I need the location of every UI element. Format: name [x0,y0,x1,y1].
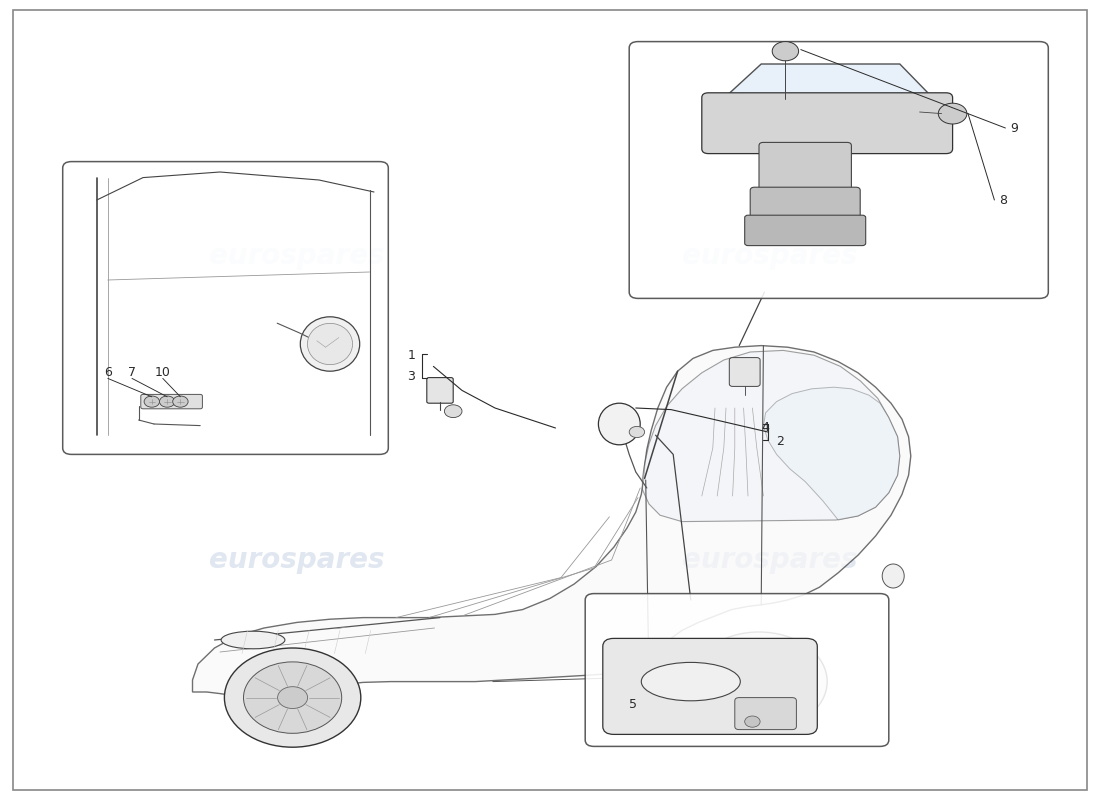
Circle shape [629,426,645,438]
Circle shape [745,716,760,727]
Text: 6: 6 [103,366,112,378]
Text: 8: 8 [999,194,1007,206]
Circle shape [160,396,175,407]
Polygon shape [763,387,900,520]
Ellipse shape [882,564,904,588]
FancyBboxPatch shape [427,378,453,403]
FancyBboxPatch shape [141,394,202,409]
Circle shape [444,405,462,418]
Circle shape [772,42,799,61]
FancyBboxPatch shape [63,162,388,454]
Text: 5: 5 [629,698,637,710]
Ellipse shape [641,662,740,701]
Text: 3: 3 [407,370,416,382]
Polygon shape [719,64,937,102]
Circle shape [173,396,188,407]
Circle shape [144,396,159,407]
FancyBboxPatch shape [702,93,953,154]
FancyBboxPatch shape [745,215,866,246]
Ellipse shape [307,323,353,365]
Text: 2: 2 [777,435,784,448]
Circle shape [744,670,774,693]
FancyBboxPatch shape [585,594,889,746]
FancyBboxPatch shape [629,42,1048,298]
Text: 1: 1 [407,350,416,362]
Ellipse shape [300,317,360,371]
Circle shape [277,686,308,709]
Circle shape [691,632,827,731]
Text: eurospares: eurospares [682,242,858,270]
Text: eurospares: eurospares [209,242,385,270]
FancyBboxPatch shape [729,358,760,386]
Text: 10: 10 [155,366,170,378]
FancyBboxPatch shape [735,698,796,730]
Circle shape [938,103,967,124]
Polygon shape [192,346,911,698]
Ellipse shape [221,631,285,649]
FancyBboxPatch shape [750,187,860,224]
Polygon shape [642,350,900,522]
Ellipse shape [598,403,640,445]
Text: eurospares: eurospares [209,546,385,574]
Circle shape [710,646,808,718]
FancyBboxPatch shape [759,142,851,197]
FancyBboxPatch shape [603,638,817,734]
Text: 7: 7 [128,366,136,378]
Circle shape [224,648,361,747]
Text: 9: 9 [1010,122,1018,134]
Text: eurospares: eurospares [682,546,858,574]
Text: 4: 4 [761,421,769,434]
Circle shape [243,662,342,734]
